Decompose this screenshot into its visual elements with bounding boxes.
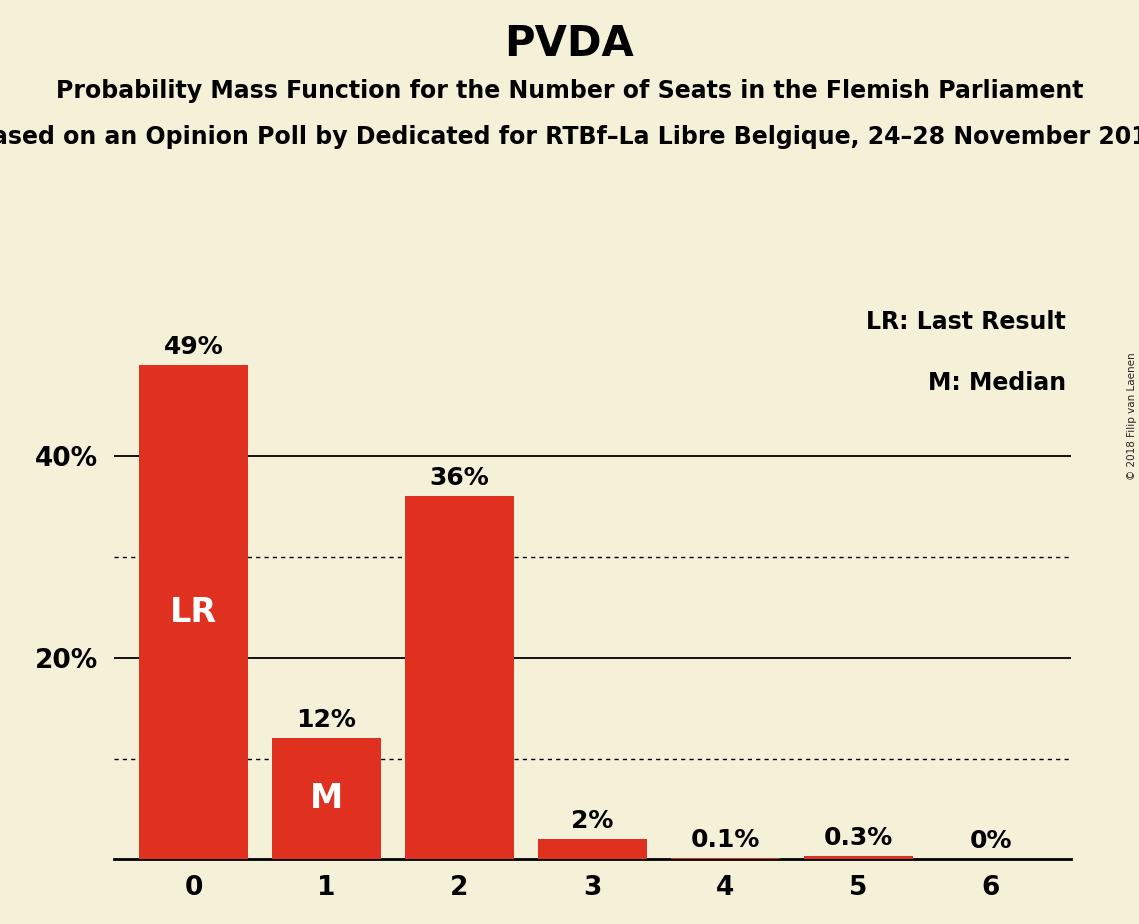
Text: LR: Last Result: LR: Last Result [866,310,1066,334]
Text: 0.1%: 0.1% [690,828,760,852]
Text: LR: LR [170,596,218,629]
Text: 49%: 49% [164,335,223,359]
Bar [538,839,647,859]
Text: Probability Mass Function for the Number of Seats in the Flemish Parliament: Probability Mass Function for the Number… [56,79,1083,103]
Text: M: Median: M: Median [928,371,1066,395]
Text: 2%: 2% [571,809,614,833]
Text: Based on an Opinion Poll by Dedicated for RTBf–La Libre Belgique, 24–28 November: Based on an Opinion Poll by Dedicated fo… [0,125,1139,149]
Bar [803,857,912,859]
Bar [405,496,514,859]
Bar [671,858,779,859]
Bar [139,365,248,859]
Text: 36%: 36% [429,467,490,491]
Text: PVDA: PVDA [505,23,634,65]
Text: M: M [310,783,343,815]
Bar [272,738,380,859]
Text: 0%: 0% [969,829,1013,853]
Text: © 2018 Filip van Laenen: © 2018 Filip van Laenen [1126,352,1137,480]
Text: 0.3%: 0.3% [823,826,893,850]
Text: 12%: 12% [296,709,357,733]
